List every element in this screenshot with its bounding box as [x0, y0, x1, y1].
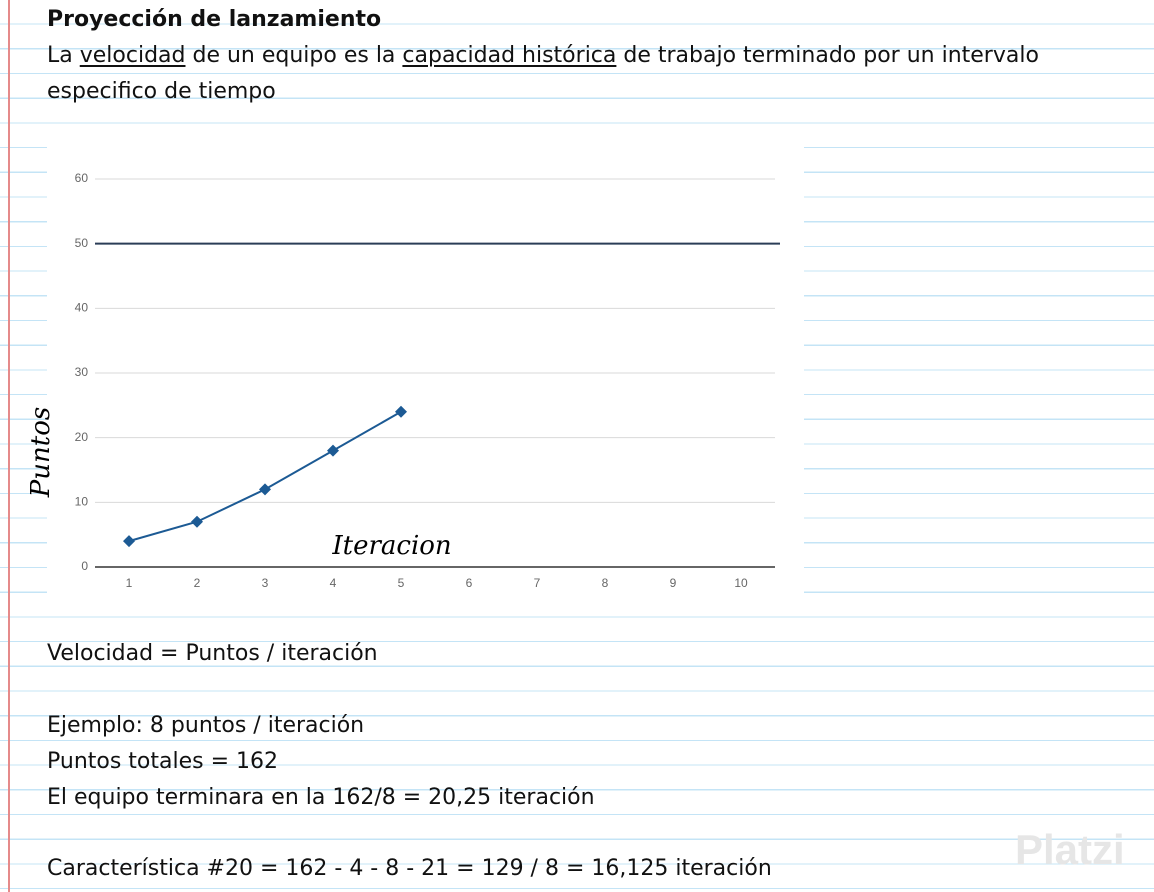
y-tick-label: 40 — [75, 301, 89, 315]
x-tick-label: 5 — [398, 576, 405, 590]
marker — [395, 405, 407, 418]
intro-paragraph: La velocidad de un equipo es la capacida… — [47, 38, 1039, 110]
y-axis-label: Puntos — [26, 407, 56, 498]
y-tick-label: 50 — [75, 236, 89, 250]
x-tick-label: 4 — [330, 576, 337, 590]
y-tick-label: 30 — [75, 365, 89, 379]
chart: 0 10 20 30 40 50 60 1 2 3 4 5 6 7 8 9 10 Puntos Iteracion — [26, 145, 804, 599]
x-tick-label: 6 — [466, 576, 473, 590]
text-line: Velocidad = Puntos / iteración — [47, 641, 378, 666]
y-tick-label: 10 — [75, 495, 89, 509]
underlined-term: capacidad histórica — [402, 43, 617, 68]
x-axis-label: Iteracion — [331, 531, 451, 561]
marker — [259, 483, 271, 496]
x-tick-label: 3 — [262, 576, 269, 590]
x-tick-label: 7 — [534, 576, 541, 590]
chart-background — [47, 145, 804, 599]
heading: Proyección de lanzamiento — [47, 7, 382, 32]
x-tick-label: 8 — [602, 576, 609, 590]
text-line: El equipo terminara en la 162/8 = 20,25 … — [47, 785, 595, 810]
text-line: Ejemplo: 8 puntos / iteración — [47, 713, 365, 738]
margin-line — [8, 0, 10, 892]
text-line: Característica #20 = 162 - 4 - 8 - 21 = … — [47, 856, 772, 881]
x-tick-label: 10 — [734, 576, 748, 590]
y-tick-label: 60 — [75, 171, 89, 185]
text: de trabajo terminado por un intervalo — [616, 43, 1039, 68]
text-line: Puntos totales = 162 — [47, 749, 279, 774]
text: especifico de tiempo — [47, 79, 276, 104]
x-tick-label: 9 — [670, 576, 677, 590]
watermark: Platzi — [1015, 826, 1125, 873]
marker — [191, 515, 203, 528]
y-tick-label: 0 — [81, 559, 88, 573]
x-tick-label: 1 — [126, 576, 133, 590]
x-tick-label: 2 — [194, 576, 201, 590]
marker — [327, 444, 339, 457]
text: La — [47, 43, 80, 68]
text: de un equipo es la — [185, 43, 403, 68]
underlined-term: velocidad — [79, 43, 186, 68]
y-tick-label: 20 — [75, 430, 89, 444]
marker — [123, 535, 135, 548]
